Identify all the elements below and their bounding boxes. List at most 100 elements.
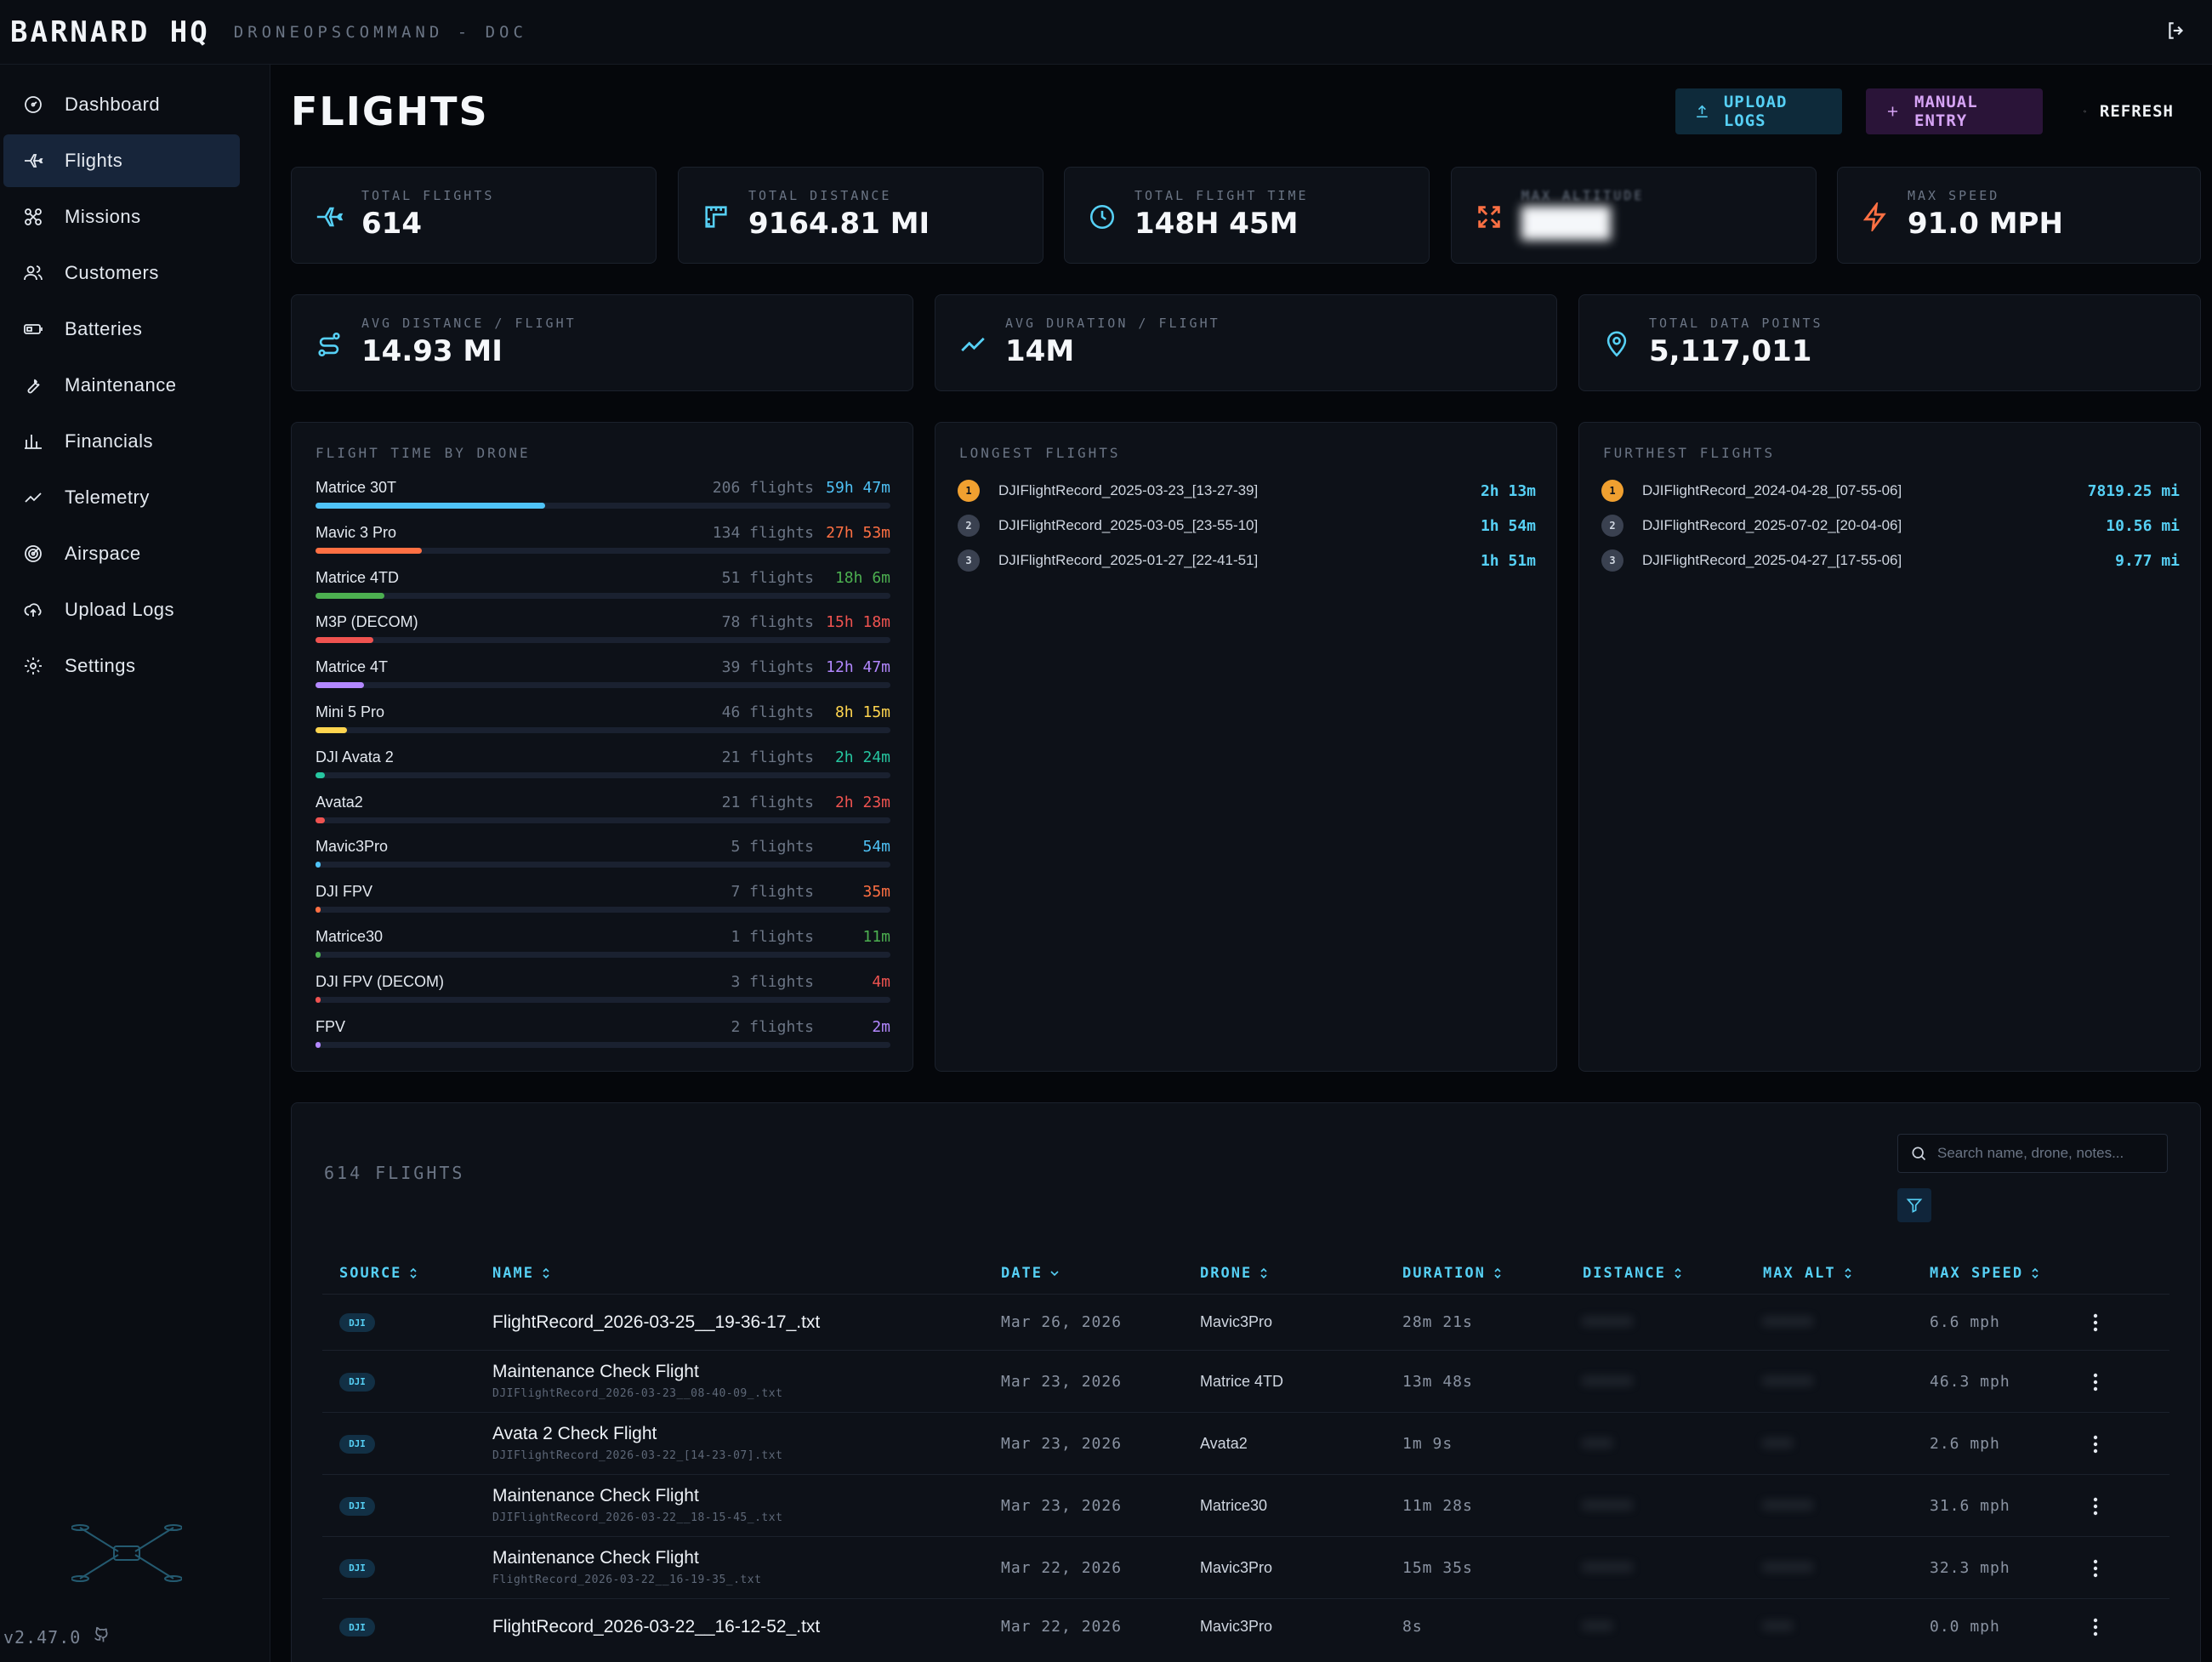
manual-entry-button[interactable]: MANUAL ENTRY (1866, 88, 2043, 134)
drone-name: Matrice30 (316, 928, 384, 945)
flight-name[interactable]: Maintenance Check Flight (492, 1361, 699, 1381)
flight-name[interactable]: FlightRecord_2026-03-25__19-36-17_.txt (492, 1312, 821, 1332)
rank-badge: 3 (1601, 549, 1623, 572)
flight-name[interactable]: FlightRecord_2026-03-22__16-12-52_.txt (492, 1617, 821, 1636)
stat-card-avg-duration: AVG DURATION / FLIGHT 14M (935, 294, 1557, 391)
table-row[interactable]: DJI Avata 2 Check Flight DJIFlightRecord_2… (322, 1412, 2169, 1474)
source-badge: DJI (339, 1496, 375, 1516)
table-row[interactable]: DJI FlightRecord_2026-03-22__16-12-52_.tx… (322, 1598, 2169, 1654)
row-menu-button[interactable] (2083, 1369, 2108, 1395)
rank-badge: 2 (958, 515, 980, 537)
column-header-duration[interactable]: DURATION (1402, 1265, 1503, 1282)
drone-flight-count: 1 flights (731, 928, 814, 946)
sidebar-item-dashboard[interactable]: Dashboard (3, 78, 240, 131)
sidebar-item-financials[interactable]: Financials (3, 415, 240, 468)
flight-max-speed: 0.0 mph (1930, 1618, 2000, 1636)
sidebar-item-upload-logs[interactable]: Upload Logs (3, 583, 240, 636)
sidebar-item-airspace[interactable]: Airspace (3, 527, 240, 580)
table-row[interactable]: DJI Maintenance Check Flight FlightRecord_… (322, 1536, 2169, 1598)
github-icon[interactable] (93, 1626, 110, 1648)
row-menu-button[interactable] (2083, 1310, 2108, 1335)
column-header-distance[interactable]: DISTANCE (1583, 1265, 1683, 1282)
stat-value: 614 (361, 207, 422, 241)
sidebar-item-missions[interactable]: Missions (3, 191, 240, 243)
drone-name: Avata2 (316, 793, 363, 811)
row-menu-button[interactable] (2083, 1614, 2108, 1640)
flight-max-alt: ••• (1763, 1618, 1794, 1636)
longest-flight-row[interactable]: 3 DJIFlightRecord_2025-01-27_[22-41-51] 1h… (958, 545, 1536, 576)
column-header-date[interactable]: DATE (1001, 1265, 1060, 1282)
column-header-max-speed[interactable]: MAX SPEED (1930, 1265, 2040, 1282)
furthest-flight-row[interactable]: 3 DJIFlightRecord_2025-04-27_[17-55-06] 9.… (1601, 545, 2180, 576)
drone-time-bar-fill (316, 907, 321, 914)
column-header-drone[interactable]: DRONE (1200, 1265, 1269, 1282)
sidebar-item-settings[interactable]: Settings (3, 640, 240, 692)
drone-flight-time: 35m (862, 883, 890, 902)
furthest-flight-row[interactable]: 2 DJIFlightRecord_2025-07-02_[20-04-06] 10… (1601, 510, 2180, 541)
flight-drone: Mavic3Pro (1200, 1558, 1273, 1576)
longest-flight-row[interactable]: 1 DJIFlightRecord_2025-03-23_[13-27-39] 2h… (958, 475, 1536, 506)
sidebar-item-batteries[interactable]: Batteries (3, 303, 240, 356)
filter-button[interactable] (1897, 1188, 1931, 1222)
refresh-button[interactable]: REFRESH (2065, 88, 2192, 134)
table-row[interactable]: DJI Maintenance Check Flight DJIFlightReco… (322, 1350, 2169, 1412)
flight-name[interactable]: Maintenance Check Flight (492, 1547, 699, 1568)
table-row[interactable]: DJI Maintenance Check Flight DJIFlightReco… (322, 1474, 2169, 1536)
row-menu-button[interactable] (2083, 1556, 2108, 1581)
stat-label: TOTAL DISTANCE (748, 188, 892, 203)
kebab-menu-icon (2093, 1559, 2098, 1577)
flight-name[interactable]: Avata 2 Check Flight (492, 1423, 657, 1443)
drone-time-bar-track (316, 503, 890, 509)
row-menu-button[interactable] (2083, 1431, 2108, 1457)
kebab-menu-icon (2093, 1618, 2098, 1636)
column-header-max-alt[interactable]: MAX ALT (1763, 1265, 1853, 1282)
drone-time-bar-track (316, 817, 890, 823)
flight-filename: FlightRecord_2026-03-22__16-19-35_.txt (492, 1573, 762, 1586)
flights-table-panel: 614 FLIGHTS SOURCE NAME DATE DRONE DURATION D… (291, 1102, 2201, 1662)
column-header-label: NAME (492, 1265, 534, 1282)
route-icon (314, 329, 344, 360)
stat-value: 148H 45M (1134, 207, 1299, 241)
flight-record-name: DJIFlightRecord_2025-03-05_[23-55-10] (998, 517, 1259, 533)
sort-icon (1675, 1267, 1681, 1279)
flight-name[interactable]: Maintenance Check Flight (492, 1485, 699, 1505)
drone-flight-count: 39 flights (721, 658, 814, 677)
drone-time-bar-track (316, 771, 890, 778)
upload-logs-button[interactable]: UPLOAD LOGS (1675, 88, 1842, 134)
logout-button[interactable] (2159, 14, 2193, 48)
drone-flight-time: 11m (862, 928, 890, 946)
stat-card-total-flight-time: TOTAL FLIGHT TIME 148H 45M (1064, 167, 1430, 264)
page-title: FLIGHTS (291, 88, 489, 134)
furthest-flight-row[interactable]: 1 DJIFlightRecord_2024-04-28_[07-55-06] 78… (1601, 475, 2180, 506)
stat-label: MAX ALTITUDE (1521, 188, 1645, 203)
column-header-name[interactable]: NAME (492, 1265, 551, 1282)
table-row[interactable]: DJI FlightRecord_2026-03-25__19-36-17_.tx… (322, 1294, 2169, 1350)
flight-max-alt: ••• (1763, 1434, 1794, 1453)
flight-duration: 11m 28s (1402, 1496, 1473, 1515)
longest-flight-row[interactable]: 2 DJIFlightRecord_2025-03-05_[23-55-10] 1h… (958, 510, 1536, 541)
sidebar-item-maintenance[interactable]: Maintenance (3, 359, 240, 412)
flight-max-speed: 31.6 mph (1930, 1496, 2010, 1515)
column-header-source[interactable]: SOURCE (339, 1265, 418, 1282)
column-header-label: MAX ALT (1763, 1265, 1836, 1282)
drone-time-row: Mavic3Pro 5 flights 54m (316, 838, 890, 882)
sidebar-item-label: Airspace (65, 543, 141, 564)
search-icon (1912, 1147, 1926, 1161)
drone-flight-count: 134 flights (712, 523, 814, 542)
upload-icon (1697, 105, 1708, 118)
sidebar-item-flights[interactable]: Flights (3, 134, 240, 187)
sidebar-item-telemetry[interactable]: Telemetry (3, 471, 240, 524)
sidebar: Dashboard Flights Missions Customers Batteri… (0, 65, 270, 1662)
version-footer: v2.47.0 (3, 1626, 110, 1648)
search-input[interactable] (1937, 1145, 2150, 1162)
longest-flight-value: 2h 13m (1480, 481, 1536, 500)
radar-icon (20, 541, 46, 566)
drone-flight-time: 27h 53m (826, 523, 890, 542)
trend-icon (958, 329, 988, 360)
flight-max-alt: ••••• (1763, 1558, 1814, 1577)
sidebar-item-customers[interactable]: Customers (3, 247, 240, 299)
stat-value: 91.0 MPH (1908, 207, 2063, 241)
flight-max-alt: ••••• (1763, 1496, 1814, 1515)
row-menu-button[interactable] (2083, 1494, 2108, 1519)
column-header-label: DISTANCE (1583, 1265, 1666, 1282)
